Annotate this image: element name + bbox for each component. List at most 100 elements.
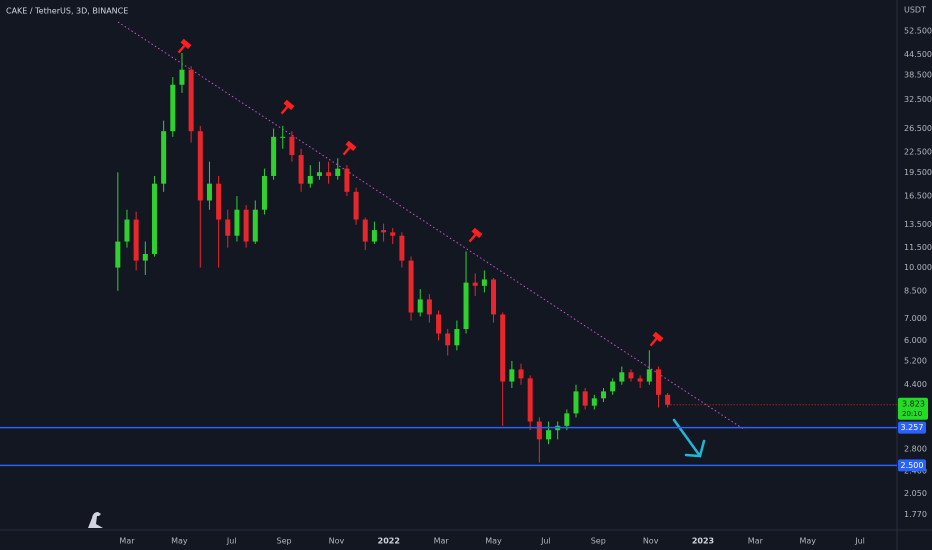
candle-body: [243, 209, 249, 242]
x-tick-label: Nov: [643, 537, 659, 546]
x-tick-label: Jul: [226, 537, 237, 546]
candle-body: [252, 209, 258, 242]
candle-body: [509, 369, 515, 382]
y-tick-label: 10.000: [904, 263, 932, 272]
candle-body: [518, 369, 524, 379]
y-tick-label: 1.770: [904, 510, 927, 519]
candle-body: [362, 219, 368, 242]
hammer-icons: [177, 38, 664, 347]
hammer-icon: [468, 227, 483, 243]
candle-body: [472, 282, 478, 286]
candle-body: [665, 394, 671, 405]
y-tick-label: 13.500: [904, 220, 932, 229]
y-tick-label: 4.400: [904, 380, 927, 389]
candle-body: [326, 172, 332, 176]
y-tick-label: 2.050: [904, 489, 927, 498]
x-tick-label: May: [485, 537, 502, 546]
y-tick-label: 8.500: [904, 286, 927, 295]
y-tick-label: 5.200: [904, 356, 927, 365]
level-label-box: [898, 459, 926, 472]
candle-body: [390, 232, 396, 236]
level-label: 3.257: [901, 423, 924, 432]
candle-body: [307, 175, 313, 184]
candle-body: [188, 69, 194, 132]
x-tick-label: Sep: [277, 537, 292, 546]
y-tick-label: 11.500: [904, 243, 932, 252]
candle-body: [170, 84, 176, 132]
candle-body: [573, 391, 579, 414]
candle-body: [564, 413, 570, 426]
candle-body: [280, 136, 286, 138]
candle-body: [381, 230, 387, 233]
hammer-icon: [280, 99, 295, 115]
x-tick-label: Sep: [591, 537, 606, 546]
y-axis-label: USDT: [904, 6, 926, 15]
trend-line: [117, 21, 746, 431]
x-tick-label: May: [799, 537, 816, 546]
y-tick-label: 44.500: [904, 50, 932, 59]
x-tick-label: 2023: [692, 537, 714, 546]
candle-body: [436, 314, 442, 334]
y-tick-label: 6.000: [904, 336, 927, 345]
last-price-label: 3.823: [902, 399, 925, 408]
candle-body: [408, 260, 414, 313]
candle-body: [115, 241, 121, 268]
candle-body: [417, 299, 423, 313]
candle-body: [536, 421, 542, 440]
x-tick-label: 2022: [378, 537, 400, 546]
candle-body: [335, 168, 341, 176]
y-tick-label: 38.500: [904, 71, 932, 80]
candle-body: [610, 381, 616, 392]
hammer-icon: [177, 38, 192, 54]
candle-body: [197, 131, 203, 201]
candle-body: [426, 299, 432, 315]
y-tick-label: 19.500: [904, 168, 932, 177]
countdown-label: 20:10: [902, 410, 922, 418]
candle-body: [527, 378, 533, 422]
candle-body: [206, 183, 212, 201]
candle-body: [445, 333, 451, 346]
y-tick-label: 32.500: [904, 95, 932, 104]
candle-body: [619, 372, 625, 382]
candle-body: [655, 369, 661, 395]
candle-body: [646, 369, 652, 382]
x-tick-label: Jul: [540, 537, 551, 546]
candle-body: [371, 230, 377, 242]
candle-body: [133, 219, 139, 261]
y-tick-label: 16.500: [904, 192, 932, 201]
y-tick-label: 52.500: [904, 26, 932, 35]
last-price-box: [898, 397, 928, 420]
y-tick-label: 22.500: [904, 147, 932, 156]
candle-body: [500, 314, 506, 382]
candle-body: [344, 168, 350, 192]
x-tick-label: Mar: [119, 537, 135, 546]
candle-body: [161, 131, 167, 184]
x-tick-label: May: [171, 537, 188, 546]
candle-body: [546, 430, 552, 440]
candle-body: [289, 136, 295, 156]
candle-body: [234, 209, 240, 236]
candle-body: [463, 282, 469, 330]
candle-body: [591, 398, 597, 406]
y-tick-label: 2.800: [904, 445, 927, 454]
candle-body: [637, 378, 643, 382]
candle-body: [316, 172, 322, 176]
x-tick-label: Mar: [748, 537, 764, 546]
candle-body: [271, 136, 277, 176]
candle-body: [491, 279, 497, 315]
candle-body: [124, 219, 130, 242]
candle-body: [628, 372, 634, 379]
candle-body: [353, 191, 359, 220]
candle-body: [399, 235, 405, 261]
level-label: 2.500: [901, 461, 924, 470]
hammer-icon: [649, 331, 664, 347]
candle-body: [151, 183, 157, 254]
candle-body: [582, 391, 588, 406]
y-tick-label: 7.000: [904, 314, 927, 323]
candle-body: [261, 175, 267, 210]
x-tick-label: Jul: [854, 537, 865, 546]
candle-body: [142, 253, 148, 261]
x-tick-label: Mar: [434, 537, 450, 546]
